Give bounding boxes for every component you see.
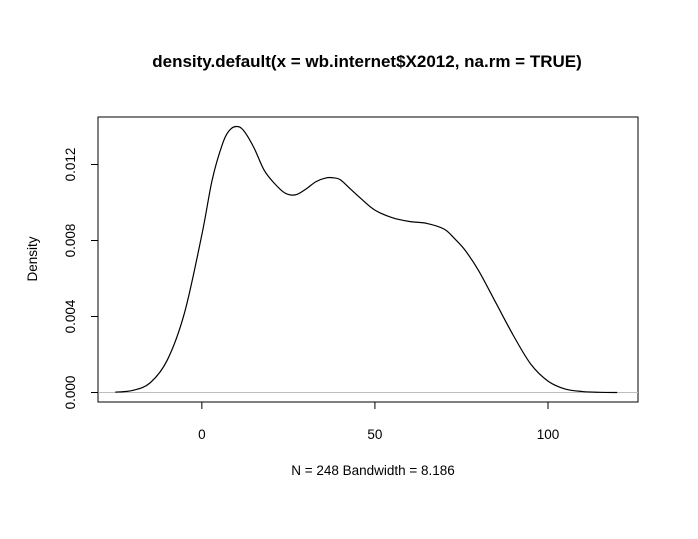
x-tick-label: 50: [367, 427, 382, 442]
y-tick-label: 0.008: [63, 224, 78, 258]
y-tick-label: 0.000: [63, 376, 78, 410]
y-tick-label: 0.004: [63, 299, 78, 333]
y-axis: 0.000 0.004 0.008 0.012: [63, 148, 99, 410]
x-tick-label: 100: [537, 427, 560, 442]
chart-title: density.default(x = wb.internet$X2012, n…: [152, 52, 582, 71]
y-tick-label: 0.012: [63, 148, 78, 182]
x-axis-label: N = 248 Bandwidth = 8.186: [291, 463, 455, 478]
x-axis: 0 50 100: [198, 401, 560, 442]
y-axis-label: Density: [25, 236, 40, 281]
density-curve: [115, 125, 618, 394]
plot-frame: [97, 116, 639, 403]
x-tick-label: 0: [198, 427, 206, 442]
